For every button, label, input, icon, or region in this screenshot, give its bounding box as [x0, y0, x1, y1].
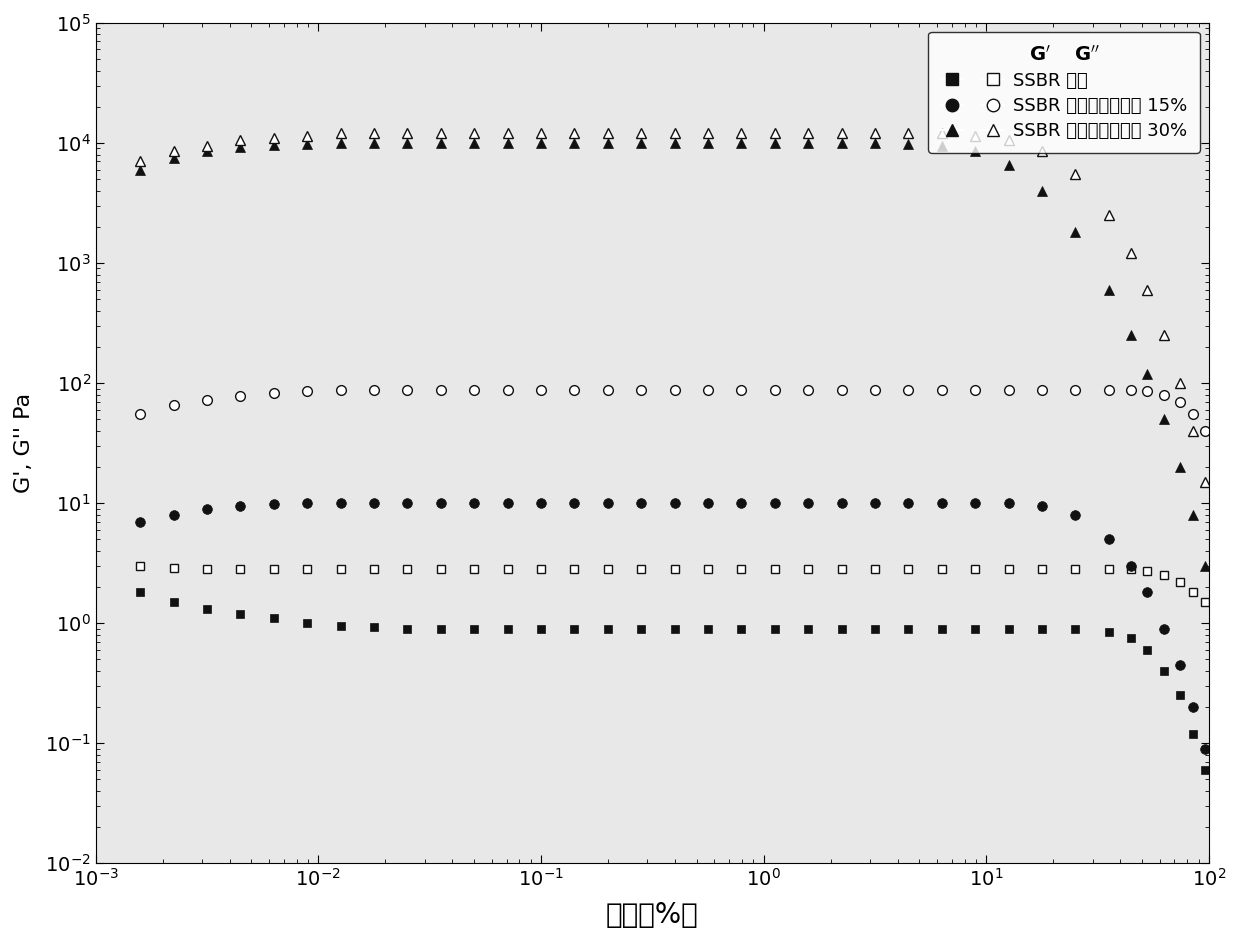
- Legend: SSBR 溶液, SSBR 溶液＋二氧化硅 15%, SSBR 溶液＋二氧化硅 30%: SSBR 溶液, SSBR 溶液＋二氧化硅 15%, SSBR 溶液＋二氧化硅 …: [929, 32, 1200, 153]
- X-axis label: 应力（%）: 应力（%）: [606, 902, 698, 929]
- Y-axis label: G', G'' Pa: G', G'' Pa: [14, 393, 33, 493]
